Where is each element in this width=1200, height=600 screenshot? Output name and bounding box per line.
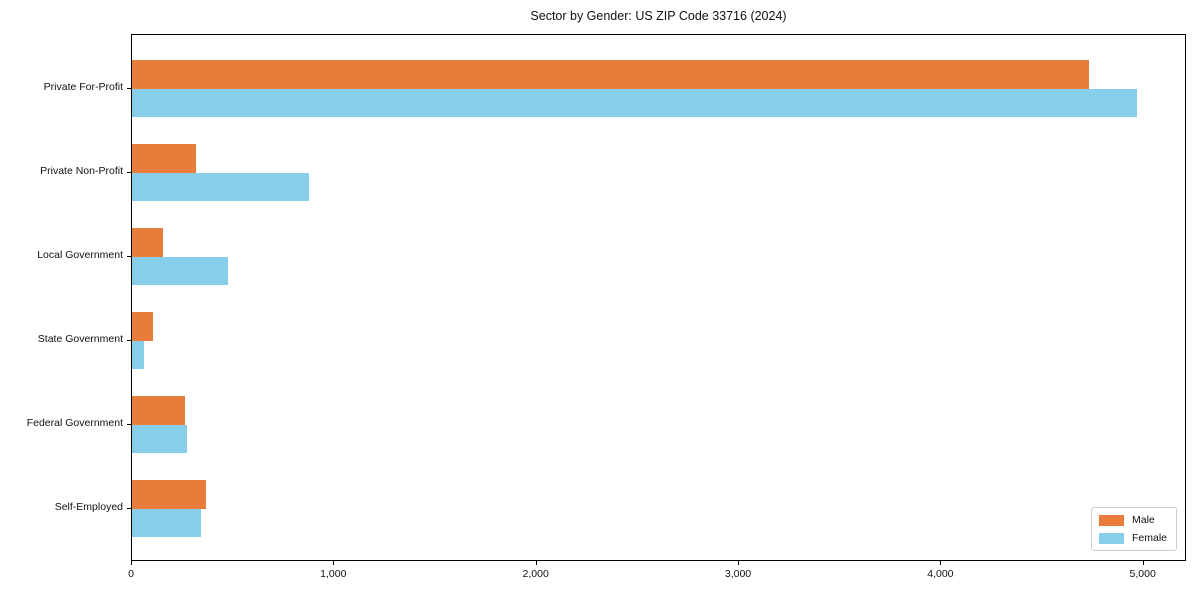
- y-tick-mark: [127, 171, 131, 173]
- y-tick-mark: [127, 255, 131, 257]
- bar-female: [132, 424, 188, 454]
- y-tick-label: Private For-Profit: [43, 80, 123, 93]
- y-tick-label: State Government: [37, 332, 123, 345]
- plot-area: Male Female: [131, 34, 1186, 561]
- x-tick-mark: [738, 561, 739, 565]
- y-tick-mark: [127, 507, 131, 509]
- bar-female: [132, 172, 309, 202]
- x-tick-label: 0: [128, 568, 134, 580]
- x-tick-label: 2,000: [522, 568, 549, 580]
- legend-swatch-female: [1098, 532, 1124, 544]
- x-tick-mark: [535, 561, 537, 565]
- legend-swatch-male: [1098, 514, 1124, 526]
- bar-male: [132, 60, 1089, 89]
- bar-female: [132, 256, 228, 286]
- x-tick-mark: [333, 561, 335, 565]
- chart-title: Sector by Gender: US ZIP Code 33716 (202…: [530, 9, 787, 23]
- y-tick-label: Private Non-Profit: [40, 164, 123, 177]
- x-tick-mark: [1142, 561, 1144, 565]
- x-tick-label: 3,000: [724, 568, 752, 580]
- y-tick-label: Self-Employed: [54, 500, 123, 513]
- legend-label-male: Male: [1131, 514, 1155, 526]
- bar-female: [132, 340, 144, 370]
- bar-male: [132, 228, 164, 257]
- bar-female: [132, 88, 1137, 118]
- y-tick-label: Local Government: [37, 248, 123, 261]
- bar-male: [132, 480, 206, 509]
- bar-male: [132, 312, 154, 341]
- y-tick-label: Federal Government: [26, 416, 123, 429]
- x-tick-mark: [940, 561, 942, 565]
- bar-male: [132, 396, 185, 425]
- x-tick-label: 4,000: [927, 568, 954, 580]
- legend-row-male: Male: [1098, 514, 1167, 526]
- bar-male: [132, 144, 197, 173]
- legend: Male Female: [1090, 507, 1177, 551]
- bar-female: [132, 508, 202, 538]
- y-tick-mark: [127, 339, 131, 341]
- x-tick-label: 1,000: [320, 568, 347, 580]
- legend-row-female: Female: [1098, 532, 1167, 544]
- x-tick-label: 5,000: [1129, 568, 1156, 580]
- y-tick-mark: [127, 423, 131, 425]
- legend-label-female: Female: [1131, 532, 1167, 544]
- x-tick-mark: [131, 561, 132, 565]
- y-tick-mark: [127, 87, 131, 89]
